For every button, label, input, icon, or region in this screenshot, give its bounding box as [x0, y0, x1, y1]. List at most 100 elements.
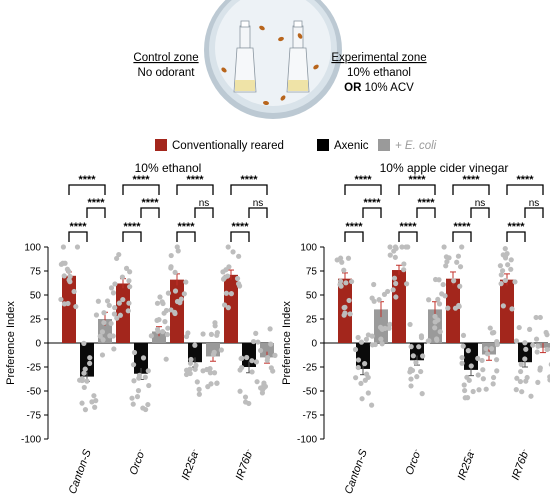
- category-label-superscript: -: [190, 447, 198, 452]
- data-point: [362, 377, 368, 383]
- data-point: [387, 252, 393, 258]
- significance-bracket: [122, 184, 160, 195]
- significance-bracket: [524, 207, 544, 218]
- data-point: [488, 346, 495, 352]
- data-point: [359, 396, 365, 402]
- data-point: [502, 253, 509, 259]
- data-point: [451, 278, 457, 284]
- significance-label: ****: [132, 174, 150, 186]
- panel-acv: 10% apple cider vinegar 100 75 50 25 0 -25 -50 -…: [281, 161, 550, 496]
- significance-bracket: [416, 207, 436, 218]
- data-point: [92, 404, 98, 410]
- data-point: [65, 300, 71, 307]
- data-point: [175, 248, 181, 254]
- significance-bracket: [86, 207, 106, 218]
- bar-conventional: [446, 278, 460, 343]
- data-point: [160, 329, 166, 335]
- data-point: [126, 278, 132, 284]
- category-label: Orco-: [404, 447, 424, 476]
- data-point: [530, 342, 536, 348]
- significance-label: ****: [69, 221, 87, 233]
- data-point: [130, 362, 137, 368]
- data-point: [369, 402, 375, 408]
- significance-label: ****: [354, 174, 372, 186]
- significance-label: ****: [345, 221, 363, 233]
- significance-label: ns: [253, 198, 264, 209]
- data-point: [234, 275, 241, 282]
- data-point: [119, 274, 126, 280]
- data-point: [97, 333, 103, 339]
- data-point: [211, 370, 218, 376]
- y-tick-label: 0: [35, 339, 41, 350]
- data-point: [345, 255, 352, 261]
- y-tick-label: -75: [303, 411, 318, 422]
- data-point: [267, 326, 273, 332]
- data-point: [111, 311, 117, 317]
- data-point: [183, 279, 189, 285]
- data-point: [457, 264, 464, 270]
- data-point: [489, 330, 496, 336]
- data-point: [250, 338, 257, 345]
- category-label-text: IR25a: [180, 450, 201, 482]
- data-point: [393, 280, 399, 287]
- significance-label: ****: [408, 174, 426, 186]
- data-point: [390, 287, 396, 293]
- data-point: [58, 296, 64, 303]
- data-point: [483, 346, 489, 352]
- y-tick-label: 100: [300, 243, 317, 254]
- y-tick-label: -75: [27, 411, 42, 422]
- data-point: [457, 283, 463, 289]
- data-point: [459, 360, 465, 366]
- data-point: [188, 356, 194, 363]
- y-tick-label: 25: [30, 315, 42, 326]
- data-point: [440, 281, 446, 288]
- data-point: [223, 267, 229, 273]
- data-point: [480, 376, 486, 382]
- significance-bracket: [140, 207, 160, 218]
- significance-bracket: [68, 184, 106, 195]
- trap-vial-right-icon: [286, 20, 310, 93]
- data-point: [369, 333, 375, 339]
- data-point: [230, 249, 236, 255]
- data-point: [74, 244, 81, 250]
- data-point: [466, 377, 472, 383]
- fly-icons: [221, 25, 319, 106]
- significance-bracket: [230, 231, 250, 242]
- data-point: [165, 325, 171, 331]
- data-point: [183, 333, 190, 340]
- experimental-zone-title: Experimental zone: [331, 52, 426, 64]
- data-point: [87, 355, 93, 361]
- significance-bracket: [344, 231, 364, 242]
- data-point: [208, 331, 215, 337]
- data-point: [237, 388, 243, 394]
- data-point: [355, 334, 361, 341]
- data-point: [224, 273, 231, 279]
- data-point: [129, 395, 135, 401]
- data-point: [255, 339, 261, 345]
- significance-label: ****: [78, 174, 96, 186]
- data-point: [212, 320, 218, 326]
- data-point: [346, 297, 352, 304]
- significance-bracket: [194, 207, 214, 218]
- data-point: [516, 324, 522, 331]
- data-point: [214, 380, 220, 386]
- data-point: [99, 329, 106, 335]
- data-point: [371, 281, 377, 288]
- data-point: [462, 395, 468, 401]
- data-point: [363, 336, 370, 342]
- data-point: [262, 383, 269, 390]
- data-point: [527, 326, 533, 332]
- data-point: [508, 257, 514, 263]
- data-point: [100, 337, 106, 343]
- data-point: [120, 296, 126, 303]
- data-point: [114, 315, 120, 321]
- category-label: Canton-S: [67, 447, 94, 495]
- y-axis-label: Preference Index: [281, 301, 293, 385]
- significance-label: ****: [399, 221, 417, 233]
- data-point: [408, 383, 414, 389]
- data-point: [391, 275, 398, 281]
- data-point: [110, 290, 117, 296]
- category-label-text: Canton-S: [343, 447, 370, 495]
- data-point: [508, 266, 514, 272]
- data-point: [112, 305, 118, 311]
